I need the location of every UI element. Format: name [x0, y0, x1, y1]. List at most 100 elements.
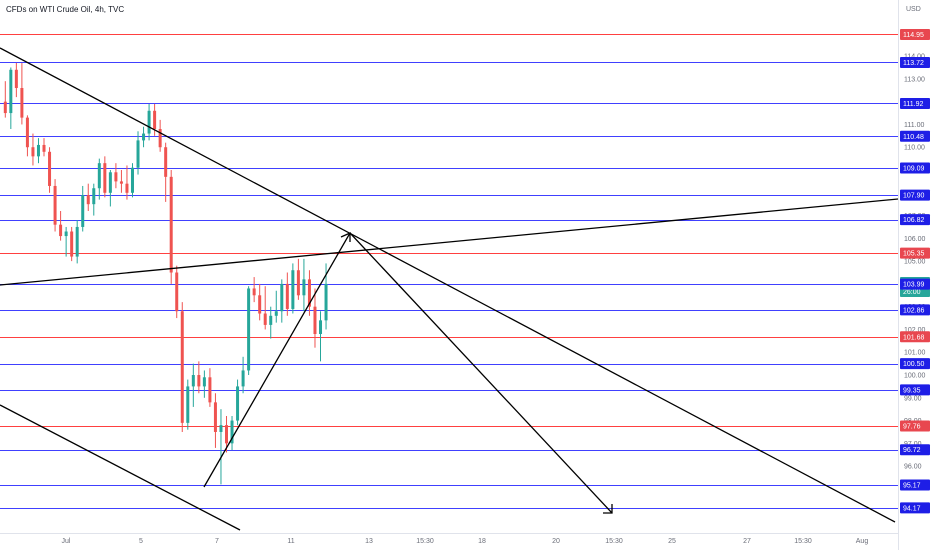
- descending-trendline-lower: [0, 404, 241, 531]
- projection-arrow-down: [349, 232, 613, 514]
- price-tick-label: 100.00: [904, 373, 926, 380]
- time-tick-label: 18: [478, 538, 486, 545]
- candle-countdown-label: 26:00: [903, 289, 921, 296]
- price-level-badge: [900, 384, 930, 396]
- candle-body: [269, 315, 273, 325]
- price-level-label: 109.09: [903, 165, 925, 172]
- candle-body: [103, 163, 107, 193]
- price-level-label: 111.92: [903, 101, 923, 108]
- time-tick-label: 13: [365, 538, 373, 545]
- candle-body: [313, 306, 317, 335]
- time-tick-label: 7: [215, 538, 219, 545]
- candle-body: [119, 181, 123, 184]
- price-tick-label: 99.00: [904, 395, 922, 402]
- candle-body: [230, 420, 234, 444]
- candle-body: [25, 117, 29, 148]
- candle-body: [169, 176, 173, 273]
- price-level-badge: [900, 331, 930, 343]
- price-level-label: 102.86: [903, 307, 925, 314]
- time-tick-label: 15:30: [605, 538, 623, 545]
- price-level-badge: [900, 479, 930, 491]
- candle-body: [130, 167, 134, 193]
- candle-body: [158, 129, 162, 148]
- time-tick-label: 15:30: [794, 538, 812, 545]
- candle-body: [296, 270, 300, 296]
- price-level-badge: [900, 189, 930, 201]
- price-level-label: 100.50: [903, 361, 925, 368]
- candle-body: [14, 69, 18, 89]
- price-tick-label: 105.00: [904, 259, 926, 266]
- time-tick-label: 5: [139, 538, 143, 545]
- descending-trendline-upper: [0, 47, 896, 523]
- price-tick-label: 110.00: [904, 145, 925, 152]
- candle-body: [53, 185, 57, 225]
- price-level-badge: [900, 162, 930, 174]
- candle-body: [241, 370, 245, 387]
- price-level-label: 110.48: [903, 134, 924, 141]
- candle-body: [20, 88, 24, 118]
- candle-body: [324, 283, 328, 321]
- candle-body: [319, 320, 323, 335]
- candle-body: [175, 272, 179, 312]
- price-level-badge: [900, 247, 930, 259]
- candle-body: [263, 313, 267, 325]
- candle-body: [252, 288, 256, 296]
- candle-body: [136, 140, 140, 168]
- price-tick-label: 106.00: [904, 236, 926, 243]
- candle-body: [164, 147, 168, 177]
- candle-body: [97, 163, 101, 189]
- price-level-badge: [900, 97, 930, 109]
- price-level-badge: [900, 420, 930, 432]
- candle-body: [64, 231, 68, 237]
- ascending-trendline: [0, 198, 899, 286]
- candle-body: [48, 151, 52, 186]
- price-level-label: 114.95: [903, 32, 924, 39]
- candle-body: [302, 279, 306, 296]
- candle-body: [3, 101, 7, 114]
- price-level-label: 94.17: [903, 505, 921, 512]
- candle-body: [86, 195, 90, 205]
- currency-label: USD: [906, 6, 921, 13]
- candle-body: [197, 375, 201, 387]
- time-tick-label: 15:30: [416, 538, 434, 545]
- candle-body: [208, 377, 212, 403]
- chart-title: CFDs on WTI Crude Oil, 4h, TVC: [6, 5, 125, 14]
- candle-body: [307, 279, 311, 307]
- candle-body: [31, 147, 35, 157]
- candle-body: [142, 133, 146, 141]
- candle-body: [247, 288, 251, 371]
- candle-body: [59, 224, 63, 237]
- candle-body: [9, 69, 13, 114]
- candle-body: [274, 311, 278, 316]
- price-level-label: 101.68: [903, 334, 925, 341]
- price-level-badge: [900, 28, 930, 40]
- price-level-badge: [900, 304, 930, 316]
- candles-group: [3, 62, 328, 485]
- candle-body: [258, 295, 262, 314]
- candle-body: [125, 183, 129, 193]
- price-level-label: 106.82: [903, 217, 925, 224]
- price-level-label: 113.72: [903, 60, 924, 67]
- candle-body: [291, 270, 295, 309]
- price-level-badge: [900, 56, 930, 68]
- price-level-badge: [900, 358, 930, 370]
- arrow-head-down: [603, 504, 613, 514]
- candle-body: [92, 188, 96, 205]
- price-level-label: 95.17: [903, 483, 921, 490]
- time-tick-label: 27: [743, 538, 751, 545]
- time-tick-label: 25: [668, 538, 676, 545]
- time-tick-label: Aug: [856, 538, 869, 545]
- price-level-label: 103.99: [903, 282, 925, 289]
- price-level-label: 97.76: [903, 424, 921, 431]
- candle-body: [147, 110, 151, 134]
- price-level-badge: [900, 502, 930, 514]
- price-level-label: 99.35: [903, 387, 921, 394]
- time-tick-label: 11: [287, 538, 294, 545]
- candle-body: [114, 172, 118, 182]
- candle-body: [81, 195, 85, 227]
- candle-body: [75, 226, 79, 257]
- price-tick-label: 96.00: [904, 464, 922, 471]
- candle-body: [285, 283, 289, 309]
- candle-body: [42, 144, 46, 152]
